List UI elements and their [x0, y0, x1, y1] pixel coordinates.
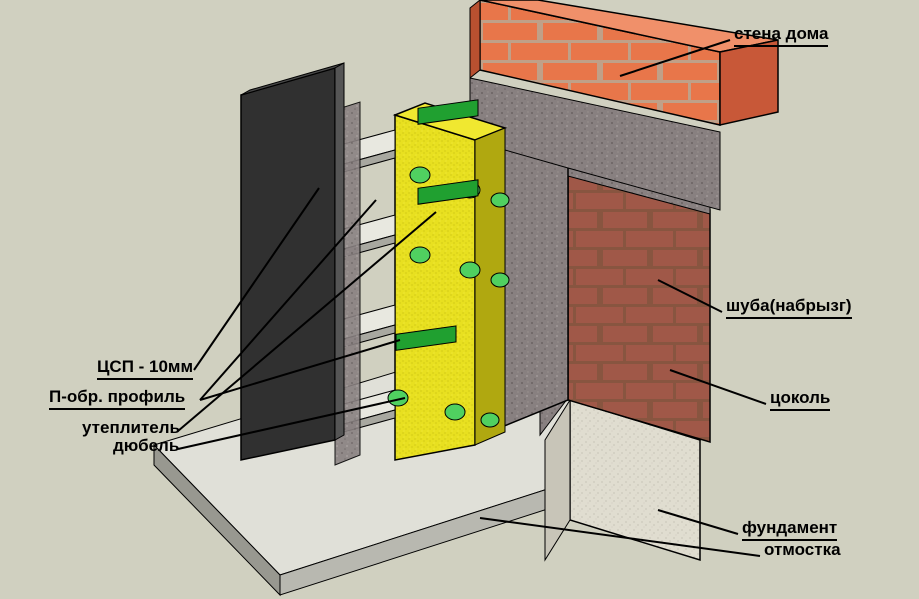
label-profile: П-обр. профиль: [49, 387, 185, 410]
label-dowel: дюбель: [113, 436, 179, 456]
label-shuba: шуба(набрызг): [726, 296, 852, 319]
label-wall: стена дома: [734, 24, 828, 47]
label-insulation: утеплитель: [82, 418, 180, 438]
label-foundation: фундамент: [742, 518, 837, 541]
csp-panel: [241, 63, 344, 460]
label-csp: ЦСП - 10мм: [97, 357, 193, 380]
label-plinth: цоколь: [770, 388, 830, 411]
label-blindarea: отмостка: [764, 540, 841, 560]
plinth-brick: [568, 172, 710, 442]
